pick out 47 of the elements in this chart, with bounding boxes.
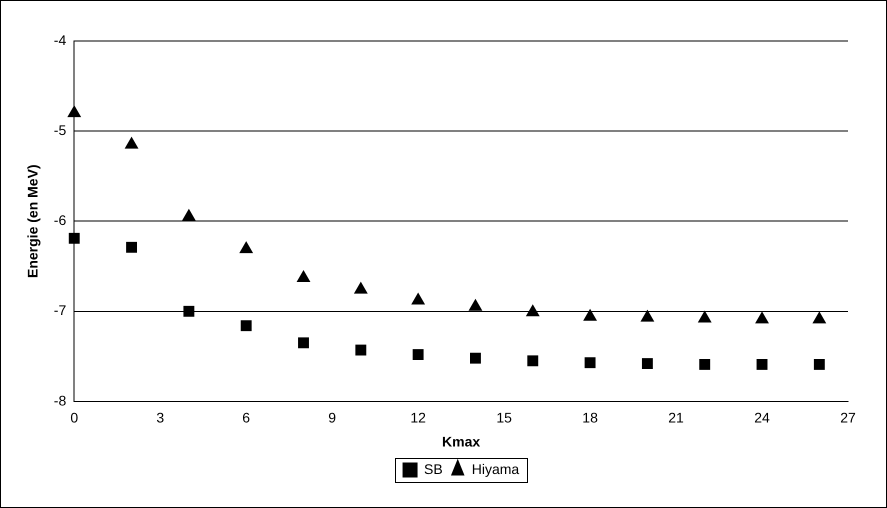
point: [470, 352, 481, 364]
point: [183, 306, 194, 317]
point: [296, 270, 310, 282]
point: [699, 359, 710, 370]
point: [240, 320, 252, 332]
point: [298, 337, 309, 348]
x-tick-label: 3: [156, 410, 164, 426]
legend-label: Hiyama: [472, 460, 520, 477]
point: [412, 349, 424, 360]
point: [468, 299, 482, 311]
point: [355, 344, 366, 356]
point: [182, 209, 196, 221]
x-tick-label: 27: [840, 410, 856, 426]
y-tick-label: -7: [54, 302, 66, 318]
y-tick-label: -6: [54, 212, 66, 228]
x-tick-label: 15: [496, 410, 512, 426]
point: [68, 106, 81, 118]
y-axis-title: Energie (en MeV): [24, 164, 40, 278]
point: [812, 312, 826, 324]
x-tick-label: 21: [668, 410, 684, 426]
point: [240, 242, 253, 254]
y-tick-label: -4: [54, 32, 66, 48]
point: [68, 232, 80, 244]
point: [125, 137, 138, 149]
x-tick-label: 0: [70, 410, 78, 426]
point: [640, 310, 654, 322]
y-tick-label: -8: [54, 392, 66, 408]
point: [126, 242, 138, 253]
point: [814, 359, 825, 370]
point: [756, 359, 768, 370]
legend-label: SB: [424, 460, 443, 477]
point: [642, 358, 653, 370]
point: [526, 304, 540, 316]
x-tick-label: 12: [410, 410, 426, 426]
x-tick-label: 9: [328, 410, 336, 426]
point: [755, 312, 769, 324]
point: [354, 282, 368, 294]
x-tick-label: 24: [754, 410, 770, 426]
x-axis-title: Kmax: [442, 433, 480, 450]
y-tick-label: -5: [54, 122, 66, 138]
point: [584, 309, 597, 321]
x-tick-label: 6: [242, 410, 250, 426]
x-tick-label: 18: [582, 410, 598, 426]
point: [698, 311, 712, 323]
point: [412, 292, 425, 304]
point: [584, 357, 596, 368]
point: [527, 355, 538, 366]
